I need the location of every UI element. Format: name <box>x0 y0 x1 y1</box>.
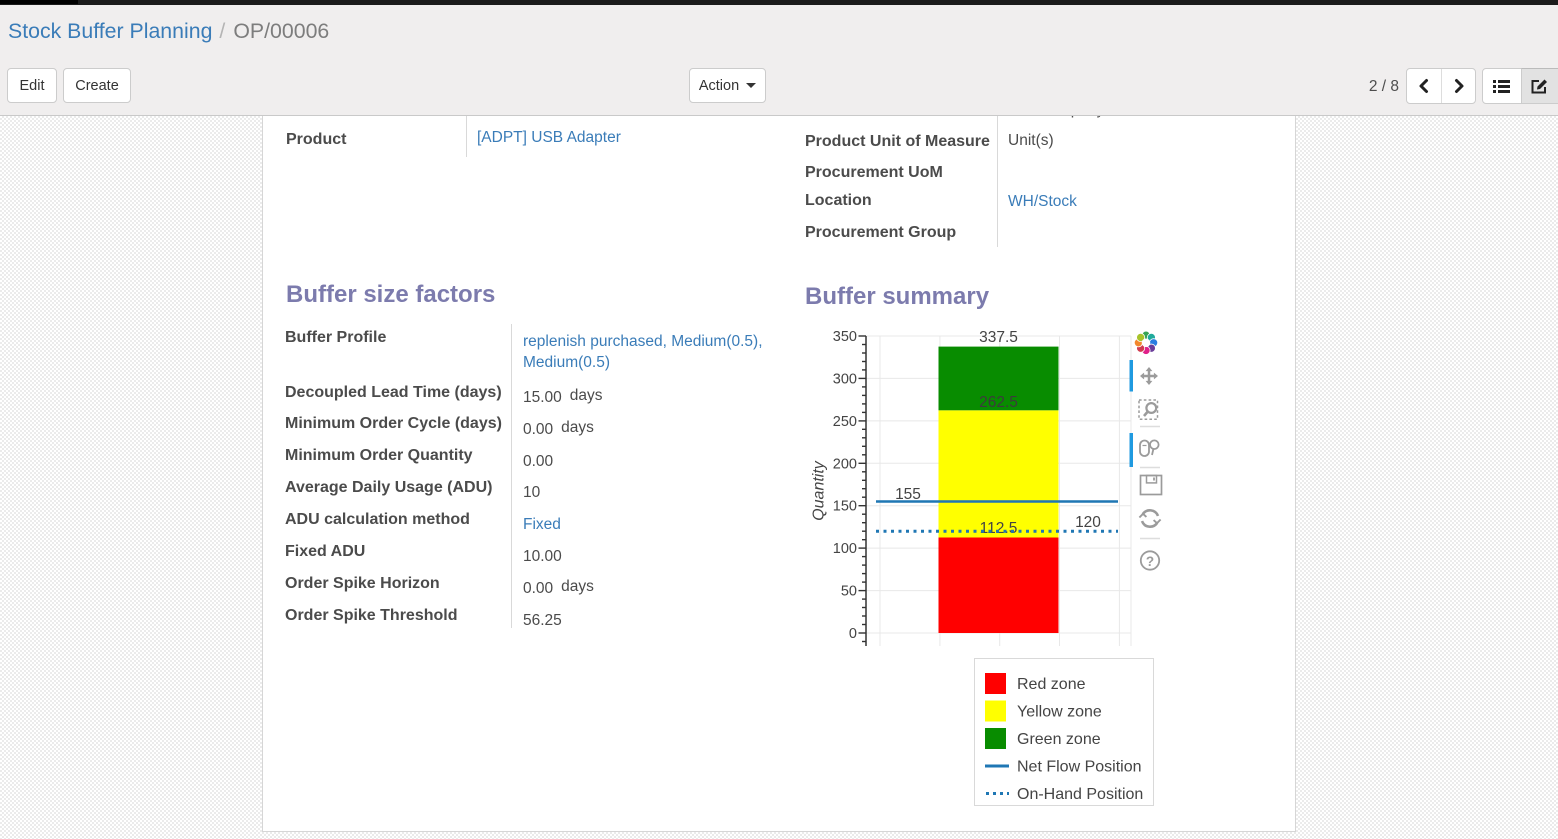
svg-text:250: 250 <box>833 414 857 430</box>
svg-text:Net Flow Position: Net Flow Position <box>1017 759 1142 776</box>
svg-text:100: 100 <box>833 541 857 557</box>
svg-text:200: 200 <box>833 456 857 472</box>
svg-text:120: 120 <box>1075 514 1101 531</box>
svg-text:Green zone: Green zone <box>1017 731 1101 748</box>
svg-text:50: 50 <box>841 584 857 600</box>
svg-text:On-Hand Position: On-Hand Position <box>1017 786 1143 803</box>
svg-text:Quantity: Quantity <box>811 460 828 521</box>
svg-text:112.5: 112.5 <box>980 520 1018 537</box>
svg-text:300: 300 <box>833 371 857 387</box>
svg-text:155: 155 <box>895 486 921 503</box>
svg-text:150: 150 <box>833 499 857 515</box>
svg-text:337.5: 337.5 <box>979 329 1018 346</box>
svg-text:Yellow zone: Yellow zone <box>1017 704 1102 721</box>
svg-text:350: 350 <box>833 329 857 345</box>
svg-text:0: 0 <box>849 626 857 642</box>
svg-text:262.5: 262.5 <box>979 394 1018 411</box>
svg-text:?: ? <box>1146 554 1154 569</box>
svg-text:Red zone: Red zone <box>1017 676 1086 693</box>
